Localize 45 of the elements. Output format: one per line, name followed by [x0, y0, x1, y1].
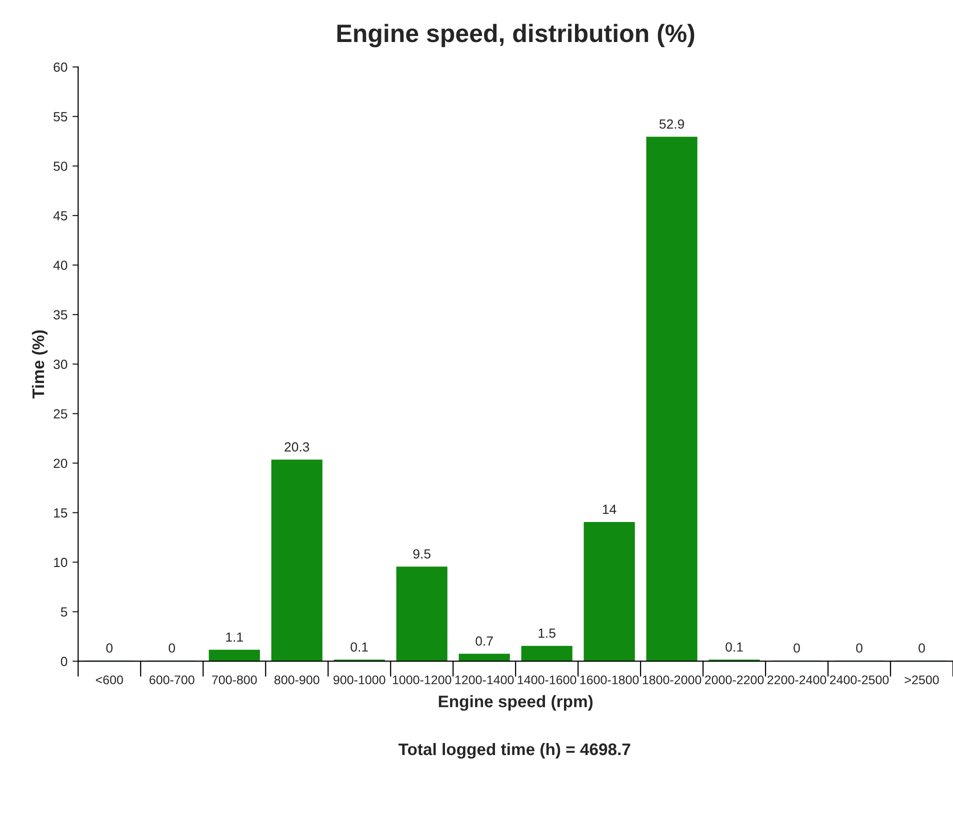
y-tick-label: 10 [54, 558, 68, 568]
y-tick-label: 40 [53, 260, 68, 270]
data-label: 1.1 [226, 632, 243, 642]
y-axis-title: Time (%) [32, 330, 48, 398]
data-label: 20.3 [284, 442, 310, 452]
x-tick-label: 1400-1600 [518, 675, 576, 684]
y-tick-label: 55 [54, 112, 68, 122]
chart-title: Engine speed, distribution (%) [337, 24, 694, 48]
y-tick-label: 45 [53, 211, 68, 220]
x-tick-label: 2000-2200 [705, 675, 764, 684]
data-label: 9.5 [413, 549, 430, 559]
x-tick-label: 700-800 [212, 675, 257, 684]
data-label: 14 [602, 504, 616, 514]
data-label: 52.9 [659, 119, 684, 129]
x-tick-label: >2500 [904, 675, 939, 684]
data-label: 0.1 [350, 642, 368, 652]
text: Total logged time (h) = 4698.7 [398, 742, 630, 759]
data-label: 0.1 [726, 642, 743, 652]
data-label: 0.7 [476, 636, 493, 646]
x-tick-label: 2400-2500 [830, 675, 889, 684]
x-tick-label: 1000-1200 [392, 675, 452, 684]
data-label: 0 [918, 643, 925, 653]
y-tick-label: 20 [54, 458, 68, 468]
data-label: 0 [856, 643, 862, 653]
x-tick-label: 1200-1400 [455, 675, 514, 684]
y-tick-label: 0 [60, 656, 68, 666]
y-tick-label: 15 [54, 508, 68, 518]
data-label: 0 [794, 643, 800, 653]
data-label: 0 [106, 643, 113, 653]
x-tick-label: 1800-2000 [642, 675, 702, 684]
x-tick-label: 900-1000 [334, 675, 386, 684]
x-tick-label: 1600-1800 [580, 675, 639, 684]
data-label: 0 [168, 643, 176, 653]
x-tick-label: 800-900 [274, 675, 320, 684]
y-tick-label: 30 [54, 360, 68, 370]
y-tick-label: 60 [54, 62, 68, 72]
y-tick-label: 25 [54, 409, 68, 419]
x-tick-label: <600 [96, 675, 123, 684]
x-axis-title: Engine speed (rpm) [438, 695, 593, 711]
y-tick-label: 35 [54, 310, 68, 320]
y-tick-label: 5 [60, 607, 68, 617]
y-tick-label: 50 [54, 162, 68, 171]
x-tick-label: 2200-2400 [768, 675, 826, 684]
data-label: 1.5 [538, 628, 556, 638]
x-tick-label: 600-700 [150, 675, 194, 684]
